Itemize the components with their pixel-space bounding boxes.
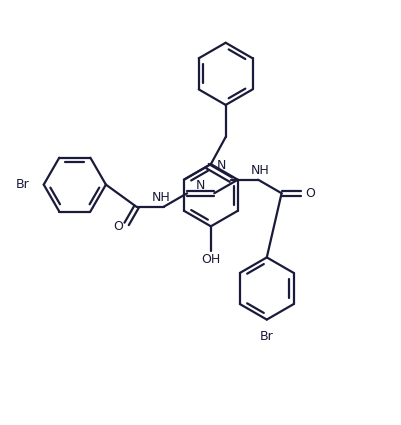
Text: Br: Br	[259, 331, 273, 343]
Text: N: N	[217, 159, 226, 172]
Text: OH: OH	[201, 253, 220, 266]
Text: NH: NH	[152, 191, 170, 204]
Text: NH: NH	[251, 164, 269, 177]
Text: N: N	[196, 179, 205, 192]
Text: O: O	[113, 220, 122, 233]
Text: Br: Br	[16, 178, 30, 191]
Text: O: O	[304, 187, 314, 200]
